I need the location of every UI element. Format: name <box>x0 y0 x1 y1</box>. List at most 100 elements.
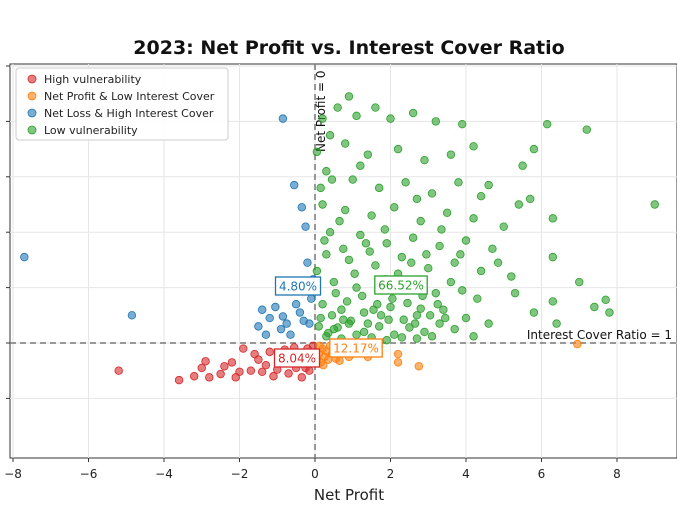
data-point <box>416 304 425 313</box>
data-point <box>197 363 206 373</box>
data-point <box>437 225 446 234</box>
data-point <box>376 311 386 320</box>
x-axis-label: Net Profit <box>314 486 384 504</box>
data-point <box>341 205 350 215</box>
data-point <box>397 333 407 342</box>
data-point <box>473 294 482 303</box>
data-point <box>363 319 373 328</box>
data-point <box>407 258 416 267</box>
data-point <box>363 150 373 159</box>
data-point <box>425 311 435 320</box>
data-point <box>461 236 471 245</box>
data-point <box>605 308 614 317</box>
data-point <box>441 313 450 323</box>
data-point <box>350 269 359 278</box>
data-point <box>322 167 331 176</box>
data-point <box>312 147 322 157</box>
data-point <box>410 319 420 328</box>
data-point <box>412 334 422 343</box>
data-point <box>318 300 327 309</box>
data-point <box>265 313 274 323</box>
share-badge-label: 12.17% <box>333 342 379 356</box>
data-point <box>386 302 395 312</box>
data-point <box>297 203 306 212</box>
data-point <box>393 358 403 367</box>
data-point <box>261 330 271 339</box>
data-point <box>401 178 410 187</box>
data-point <box>359 327 369 337</box>
data-point <box>386 114 395 123</box>
data-point <box>284 369 293 378</box>
x-tick-label: 8 <box>613 467 621 481</box>
data-point <box>278 114 288 123</box>
data-point <box>127 311 137 320</box>
data-point <box>393 144 403 154</box>
data-point <box>393 349 403 359</box>
data-point <box>320 236 329 245</box>
data-point <box>329 277 339 287</box>
data-point <box>316 183 325 193</box>
data-point <box>420 155 429 165</box>
data-point <box>446 277 456 287</box>
data-point <box>333 323 342 332</box>
data-point <box>201 357 210 366</box>
data-point <box>484 319 493 328</box>
reference-lines: Net Profit = 0 Interest Cover Ratio = 1 <box>10 64 677 458</box>
data-point <box>408 233 418 242</box>
data-point <box>327 175 337 184</box>
data-point <box>335 216 344 226</box>
data-point <box>518 161 527 170</box>
data-point <box>174 375 184 385</box>
data-point <box>254 322 263 331</box>
data-point <box>114 366 123 375</box>
data-point <box>454 178 463 187</box>
data-point <box>382 239 391 248</box>
data-point <box>458 119 467 129</box>
data-point <box>314 322 323 331</box>
data-point <box>286 330 295 339</box>
data-point <box>357 291 367 301</box>
data-point <box>352 111 361 121</box>
data-point <box>424 264 433 273</box>
data-point <box>352 283 361 292</box>
data-point <box>301 222 310 231</box>
data-point <box>575 277 584 287</box>
data-point <box>431 117 440 126</box>
data-point <box>261 360 271 370</box>
data-point <box>510 288 520 298</box>
data-point <box>220 362 229 371</box>
data-point <box>371 261 380 270</box>
data-point <box>412 311 422 320</box>
data-point <box>412 194 422 204</box>
data-point <box>435 319 444 328</box>
data-point <box>542 119 552 129</box>
data-point <box>582 125 591 134</box>
data-point <box>388 294 397 303</box>
data-point <box>344 255 354 265</box>
x-tick-label: 4 <box>462 467 470 481</box>
data-point <box>488 244 497 254</box>
data-point <box>342 297 352 306</box>
share-badge-box <box>274 276 322 296</box>
data-point <box>344 92 354 101</box>
data-point <box>291 300 301 309</box>
chart-title: 2023: Net Profit vs. Interest Cover Rati… <box>133 37 564 59</box>
data-point <box>590 302 599 312</box>
data-point <box>529 144 539 154</box>
data-point <box>431 288 440 298</box>
legend-marker <box>27 125 37 135</box>
data-point <box>446 150 456 159</box>
share-badge-label: 8.04% <box>278 352 316 366</box>
x-tick-label: −2 <box>231 467 249 481</box>
data-point <box>348 175 357 184</box>
legend-box <box>15 67 229 141</box>
data-point <box>382 336 391 345</box>
data-point <box>20 252 29 262</box>
data-point <box>458 286 467 295</box>
data-point <box>397 252 407 262</box>
data-point <box>271 302 280 312</box>
share-badge-label: 66.52% <box>378 279 424 293</box>
x-tick-label: 0 <box>311 467 319 481</box>
legend-marker <box>27 74 37 84</box>
